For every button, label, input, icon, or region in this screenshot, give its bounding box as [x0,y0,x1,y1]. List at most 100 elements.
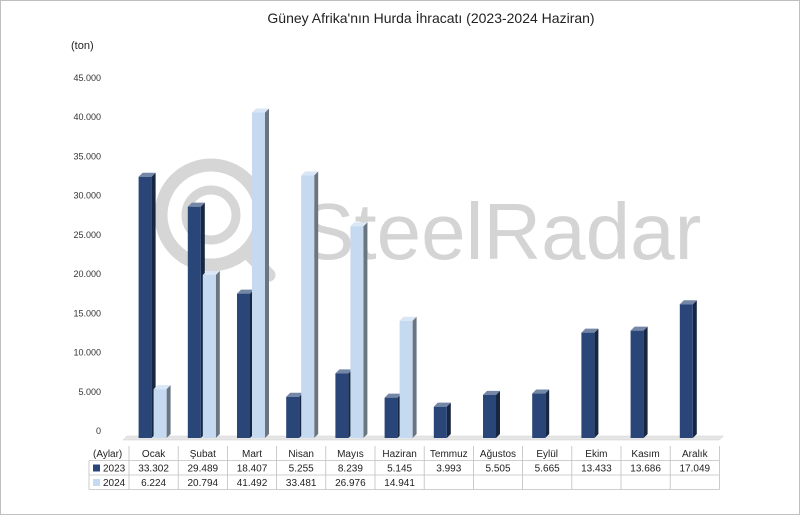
bar-top [335,369,353,374]
bar-2023-10 [581,328,599,438]
bar-side [412,316,417,438]
bar-front [581,332,595,438]
bar-2023-2 [187,202,205,438]
bar-front [202,274,216,438]
bar-front [350,226,364,438]
category-label: Ekim [585,449,607,460]
bar-front [153,389,167,438]
y-tick-label: 25.000 [73,230,101,240]
bar-front [237,293,250,438]
data-label: 8.239 [338,464,363,475]
bar-2023-9 [532,389,550,438]
bar-2023-8 [483,390,500,438]
data-label: 41.492 [237,478,268,489]
legend-swatch-2024 [93,479,100,486]
bar-top [483,390,500,395]
chart-floor [122,435,725,441]
bar-front [301,175,315,438]
bar-front [286,396,300,438]
y-tick-label: 5.000 [78,387,101,397]
bar-side [265,108,269,438]
bar-front [433,406,447,438]
legend-label-2024: 2024 [103,478,126,489]
data-label: 18.407 [237,464,268,475]
bar-top [286,392,304,397]
bar-side [446,402,451,438]
bar-2023-3 [237,289,254,438]
bar-top [138,172,156,177]
data-label: 14.941 [384,478,415,489]
bar-front [630,330,644,438]
bar-top [187,202,205,207]
data-label: 33.481 [286,478,317,489]
data-label: 13.686 [630,464,661,475]
bar-2023-7 [433,402,451,438]
category-label: Eylül [536,449,558,460]
bar-side [594,328,599,438]
bars [138,108,697,438]
bar-2023-6 [384,393,402,438]
bar-2024-2 [202,270,220,438]
data-label: 5.665 [535,464,560,475]
data-label: 29.489 [188,464,219,475]
y-tick-label: 35.000 [73,151,101,161]
y-tick-label: 0 [96,426,101,436]
bar-top [301,171,319,176]
bar-2024-6 [399,316,417,438]
bar-side [545,389,550,438]
bar-top [153,385,171,390]
category-label: Mayıs [337,449,364,460]
bar-top [399,316,417,321]
bar-top [252,108,269,113]
watermark-text: SteelRadar [301,187,701,276]
data-label: 3.993 [436,464,461,475]
x-axis-label: (Aylar) [93,449,122,460]
data-label: 17.049 [680,464,711,475]
bar-2024-3 [252,108,269,438]
category-label: Ağustos [480,449,516,460]
floor-plane [122,435,725,441]
bar-front [335,373,349,438]
data-label: 33.302 [138,464,169,475]
data-label: 5.505 [485,464,510,475]
bar-front [483,394,496,438]
chart-title: Güney Afrika'nın Hurda İhracatı (2023-20… [267,9,594,26]
data-label: 5.145 [387,464,412,475]
bar-top [350,222,368,227]
legend-label-2023: 2023 [103,464,126,475]
bar-top [384,393,402,398]
bar-side [314,171,319,438]
bar-2023-4 [286,392,304,438]
bar-top [202,270,220,275]
bar-front [384,397,398,438]
bar-side [151,172,156,438]
bar-2024-5 [350,222,368,438]
bar-top [237,289,254,294]
bar-side [166,385,171,438]
watermark: SteelRadar [154,158,701,282]
y-tick-label: 10.000 [73,348,101,358]
bar-2024-1 [153,385,171,438]
category-label: Şubat [190,449,216,460]
bar-front [138,176,152,438]
y-tick-label: 15.000 [73,308,101,318]
y-axis-ticks: 0 5.000 10.000 15.000 20.000 25.000 30.000 35.0… [73,73,101,436]
bar-top [630,326,648,331]
bar-2023-5 [335,369,353,438]
bar-2023-11 [630,326,648,438]
bar-side [363,222,368,438]
bar-2023-1 [138,172,156,438]
category-label: Kasım [631,449,659,460]
bar-top [679,300,697,305]
category-label: Ocak [142,449,166,460]
bar-side [643,326,648,438]
data-label: 26.976 [335,478,366,489]
category-label: Temmuz [430,449,468,460]
bar-front [679,304,693,438]
y-tick-label: 40.000 [73,112,101,122]
bar-top [433,402,451,407]
bar-front [532,393,546,438]
bar-front [399,320,413,438]
bar-2024-4 [301,171,319,438]
